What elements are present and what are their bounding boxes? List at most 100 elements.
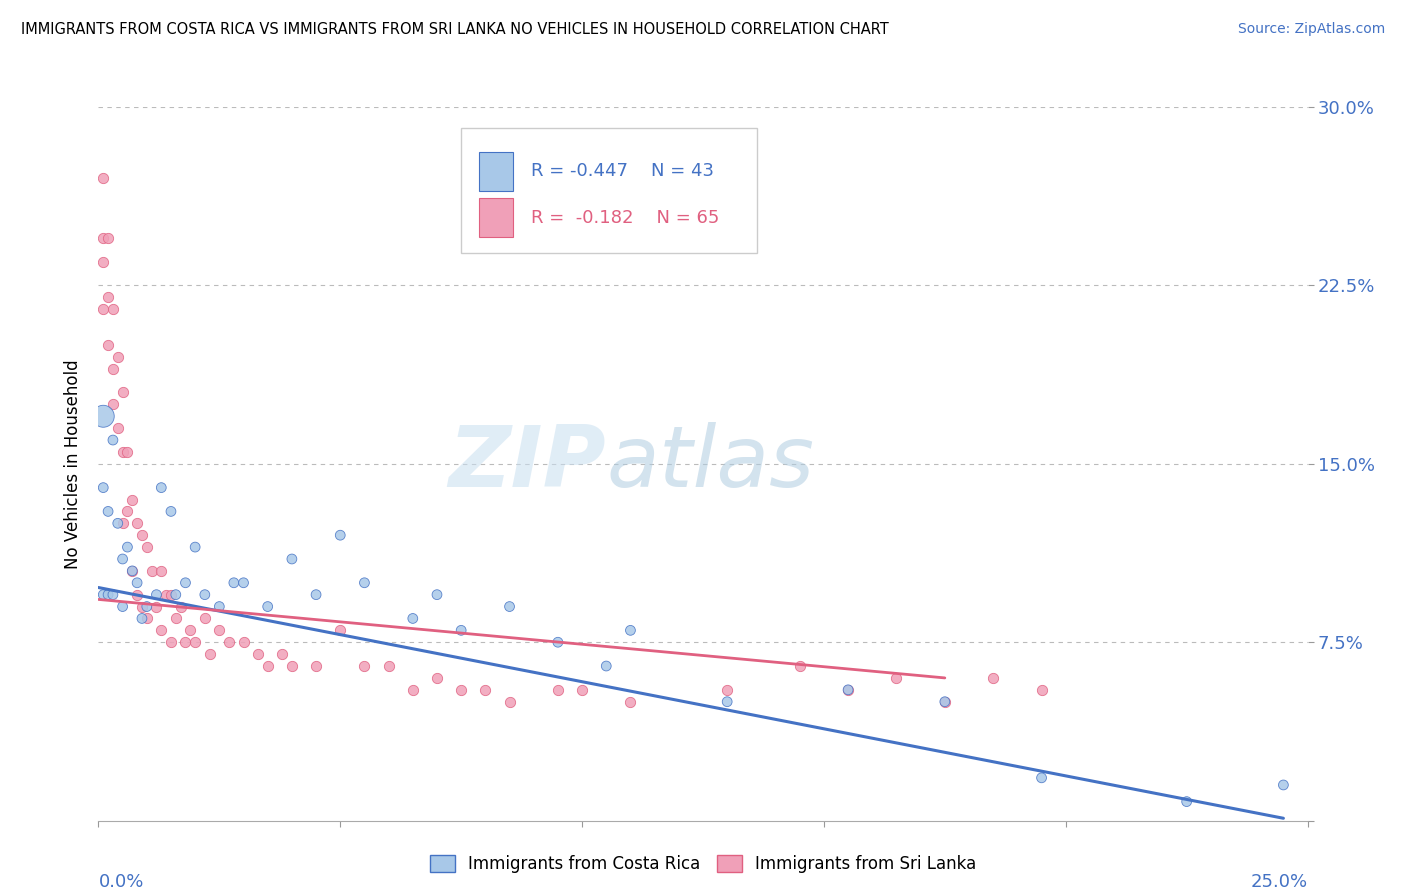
Point: [256, 659, 278, 673]
Point: [145, 599, 167, 614]
Point: [619, 695, 641, 709]
Point: [150, 624, 173, 638]
Point: [165, 588, 187, 602]
Point: [165, 611, 187, 625]
Point: [91, 409, 114, 424]
Point: [111, 385, 134, 400]
Text: ZIP: ZIP: [449, 422, 606, 506]
Point: [141, 564, 163, 578]
Point: [353, 659, 375, 673]
Point: [1272, 778, 1295, 792]
Text: atlas: atlas: [606, 422, 814, 506]
Point: [377, 659, 399, 673]
Point: [145, 588, 167, 602]
Point: [247, 647, 270, 661]
Point: [716, 695, 738, 709]
Point: [837, 682, 859, 697]
Point: [91, 171, 114, 186]
Point: [155, 588, 177, 602]
Point: [184, 540, 207, 554]
Point: [184, 635, 207, 649]
Point: [208, 599, 231, 614]
Point: [97, 338, 120, 352]
Point: [426, 588, 449, 602]
Point: [1175, 795, 1198, 809]
Point: [981, 671, 1004, 685]
Point: [101, 302, 124, 317]
Point: [91, 231, 114, 245]
Point: [281, 552, 304, 566]
Point: [934, 695, 956, 709]
Point: [426, 671, 449, 685]
Point: [111, 445, 134, 459]
Point: [135, 611, 157, 625]
Text: R = -0.447    N = 43: R = -0.447 N = 43: [531, 162, 714, 180]
Text: Source: ZipAtlas.com: Source: ZipAtlas.com: [1237, 22, 1385, 37]
Point: [886, 671, 908, 685]
Point: [121, 564, 143, 578]
Point: [117, 445, 139, 459]
Legend: Immigrants from Costa Rica, Immigrants from Sri Lanka: Immigrants from Costa Rica, Immigrants f…: [423, 848, 983, 880]
Point: [232, 635, 254, 649]
Point: [97, 504, 120, 518]
Point: [305, 588, 328, 602]
Point: [101, 361, 124, 376]
Point: [1031, 771, 1053, 785]
Point: [111, 552, 134, 566]
Bar: [479, 198, 513, 237]
Point: [232, 575, 254, 590]
Point: [934, 695, 956, 709]
Point: [127, 575, 149, 590]
Point: [305, 659, 328, 673]
Point: [595, 659, 617, 673]
Point: [169, 599, 191, 614]
Point: [121, 492, 143, 507]
Point: [97, 231, 120, 245]
Point: [474, 682, 496, 697]
Point: [194, 588, 217, 602]
Point: [837, 682, 859, 697]
Point: [97, 588, 120, 602]
Point: [127, 588, 149, 602]
Point: [117, 540, 139, 554]
Point: [107, 421, 129, 435]
Point: [1031, 682, 1053, 697]
Point: [547, 635, 569, 649]
Point: [150, 481, 173, 495]
Point: [107, 350, 129, 364]
Point: [111, 516, 134, 531]
Point: [222, 575, 245, 590]
Point: [271, 647, 294, 661]
Point: [111, 599, 134, 614]
Y-axis label: No Vehicles in Household: No Vehicles in Household: [65, 359, 83, 569]
Point: [402, 611, 425, 625]
Point: [160, 588, 183, 602]
Point: [101, 433, 124, 447]
Point: [91, 254, 114, 268]
Point: [450, 682, 472, 697]
Point: [97, 290, 120, 304]
Point: [716, 682, 738, 697]
Text: 25.0%: 25.0%: [1250, 873, 1308, 891]
Point: [135, 599, 157, 614]
FancyBboxPatch shape: [461, 128, 758, 253]
Text: IMMIGRANTS FROM COSTA RICA VS IMMIGRANTS FROM SRI LANKA NO VEHICLES IN HOUSEHOLD: IMMIGRANTS FROM COSTA RICA VS IMMIGRANTS…: [21, 22, 889, 37]
Point: [179, 624, 201, 638]
Point: [174, 575, 197, 590]
Point: [194, 611, 217, 625]
Point: [329, 528, 352, 542]
Point: [121, 564, 143, 578]
Point: [281, 659, 304, 673]
Point: [117, 504, 139, 518]
Point: [174, 635, 197, 649]
Point: [160, 635, 183, 649]
Point: [91, 302, 114, 317]
Point: [131, 611, 153, 625]
Point: [127, 516, 149, 531]
Point: [498, 695, 520, 709]
Point: [208, 624, 231, 638]
Point: [131, 528, 153, 542]
Point: [131, 599, 153, 614]
Bar: [479, 152, 513, 191]
Point: [160, 504, 183, 518]
